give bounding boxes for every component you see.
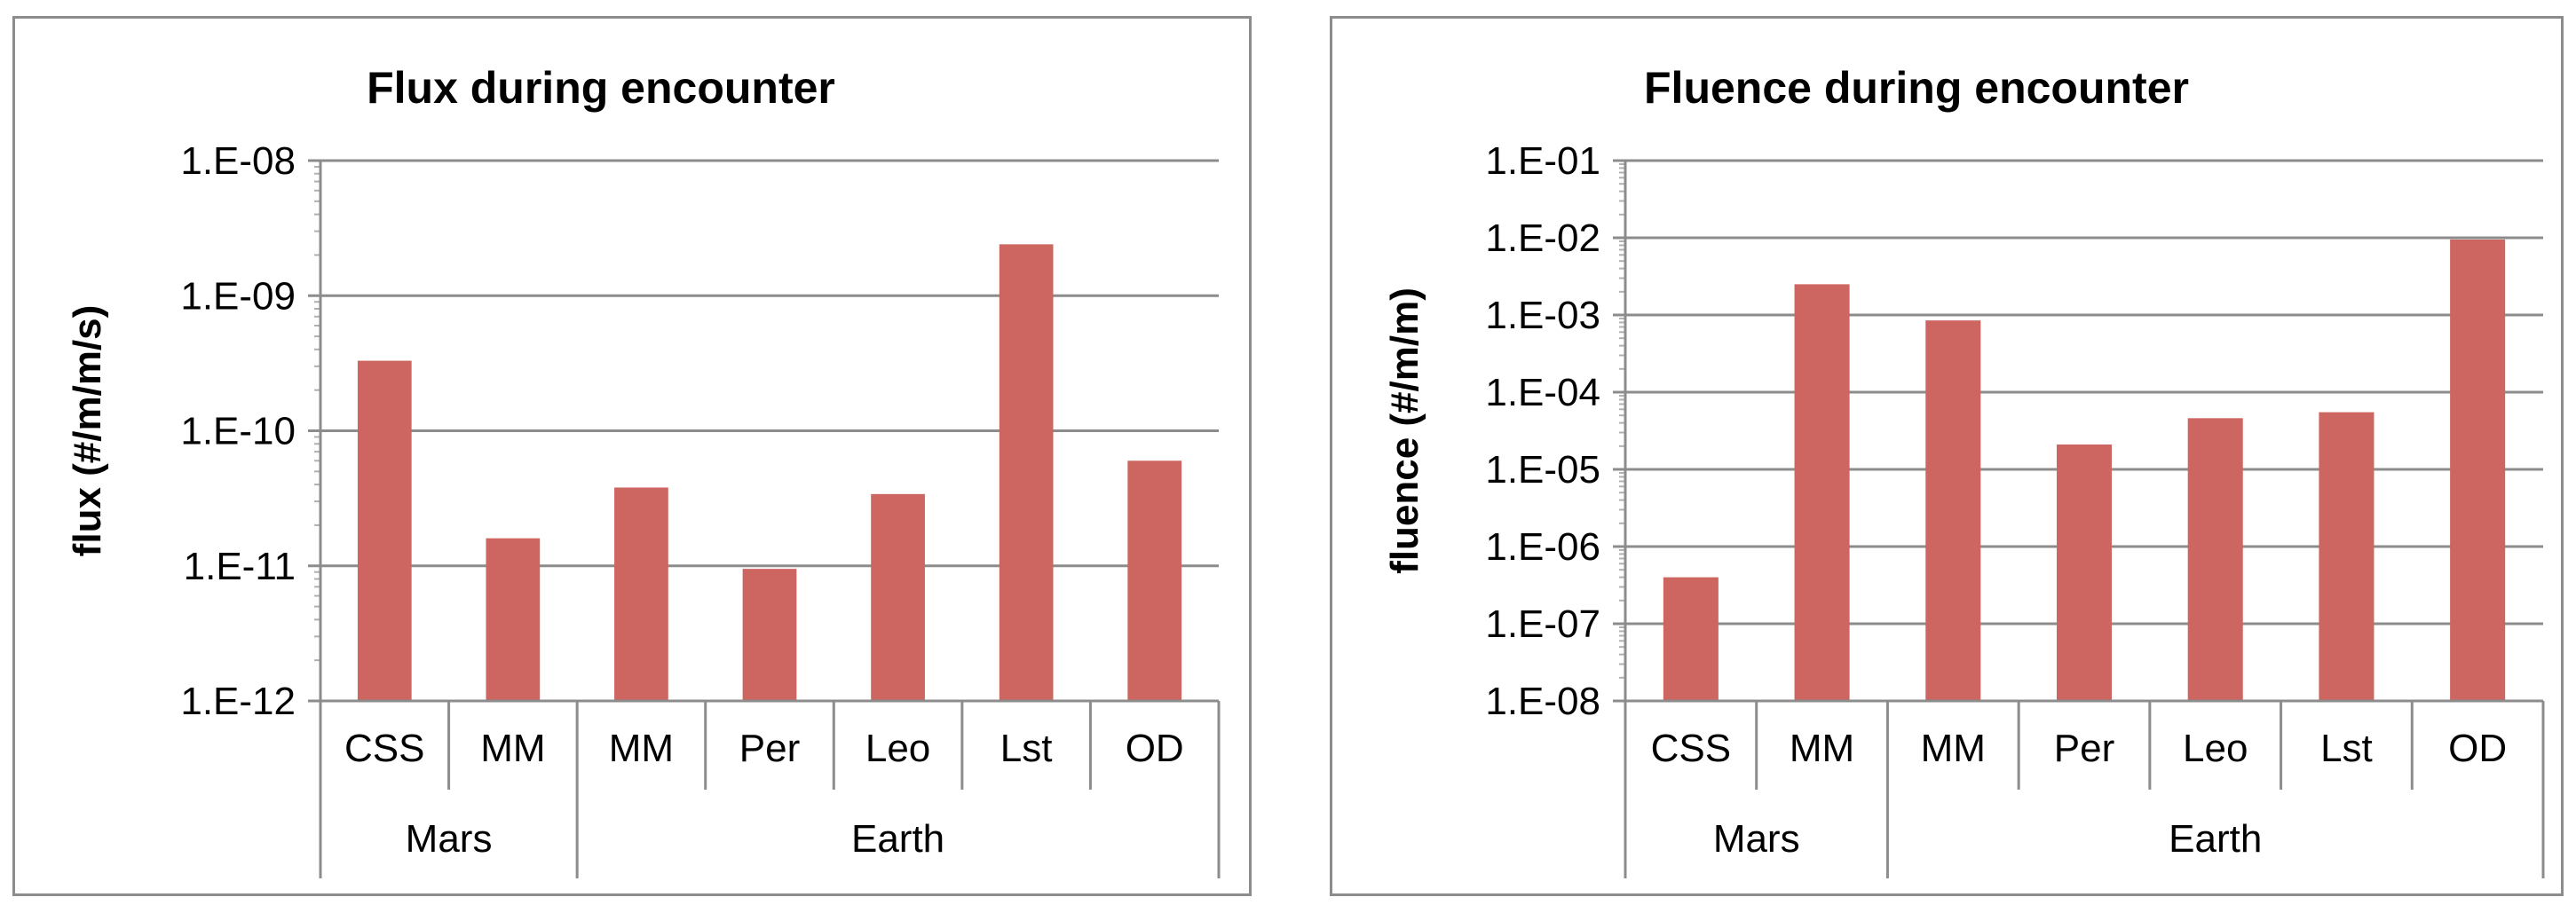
y-tick-label: 1.E-11	[184, 545, 296, 588]
x-category-label: Lst	[1000, 727, 1053, 770]
y-tick-label: 1.E-07	[1485, 602, 1600, 646]
group-label-earth: Earth	[851, 817, 944, 861]
chart-title: Flux during encounter	[367, 63, 835, 113]
y-tick-label: 1.E-02	[1485, 216, 1600, 260]
bar-per	[2056, 444, 2113, 701]
x-category-label: MM	[1921, 727, 1986, 770]
fluence-chart-panel: Fluence during encounter fluence (#/m/m) 1…	[1330, 16, 2564, 896]
y-axis-title: flux (#/m/m/s)	[66, 305, 109, 557]
x-category-label: OD	[2448, 727, 2507, 770]
y-tick-label: 1.E-12	[180, 680, 296, 723]
flux-chart: Flux during encounter flux (#/m/m/s) 1.E-1…	[66, 63, 1221, 878]
bar-css	[1663, 577, 1719, 701]
flux-chart-panel: Flux during encounter flux (#/m/m/s) 1.E-1…	[12, 16, 1252, 896]
x-category-label: OD	[1126, 727, 1184, 770]
bar-od	[2450, 239, 2506, 701]
x-category-label: Leo	[2183, 727, 2248, 770]
y-tick-label: 1.E-04	[1485, 371, 1600, 414]
bar-css	[357, 360, 412, 701]
x-category-label: CSS	[1651, 727, 1731, 770]
bar-mm	[1925, 320, 1981, 701]
bar-leo	[2187, 418, 2243, 701]
x-category-label: Lst	[2320, 727, 2373, 770]
bar-leo	[871, 493, 925, 701]
bar-per	[742, 569, 797, 701]
bar-mm	[486, 538, 541, 701]
x-category-label: CSS	[344, 727, 424, 770]
bar-lst	[2319, 412, 2375, 701]
y-tick-label: 1.E-05	[1485, 448, 1600, 492]
y-tick-label: 1.E-06	[1485, 525, 1600, 569]
group-label-mars: Mars	[1713, 817, 1800, 861]
group-label-earth: Earth	[2169, 817, 2262, 861]
x-category-label: MM	[480, 727, 545, 770]
x-category-label: MM	[609, 727, 674, 770]
group-label-mars: Mars	[406, 817, 493, 861]
bar-mm	[1794, 284, 1850, 701]
bar-od	[1127, 460, 1182, 701]
y-tick-label: 1.E-03	[1485, 294, 1600, 337]
x-category-label: Leo	[865, 727, 930, 770]
y-axis-title: fluence (#/m/m)	[1383, 287, 1426, 574]
x-category-label: MM	[1790, 727, 1854, 770]
bar-mm	[614, 487, 668, 701]
y-tick-label: 1.E-01	[1485, 139, 1600, 183]
bar-lst	[999, 244, 1054, 701]
fluence-chart: Fluence during encounter fluence (#/m/m) 1…	[1383, 63, 2545, 878]
y-tick-label: 1.E-09	[180, 274, 296, 318]
x-category-label: Per	[739, 727, 800, 770]
y-tick-label: 1.E-08	[1485, 680, 1600, 723]
chart-title: Fluence during encounter	[1644, 63, 2189, 113]
y-tick-label: 1.E-10	[180, 410, 296, 453]
y-tick-label: 1.E-08	[180, 139, 296, 183]
x-category-label: Per	[2054, 727, 2114, 770]
